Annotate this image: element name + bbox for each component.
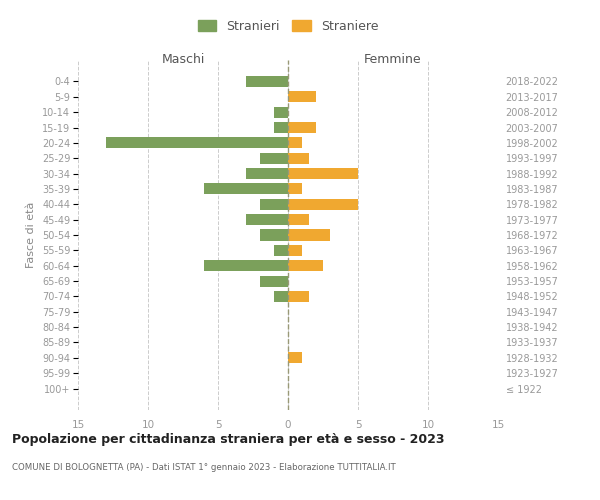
- Bar: [274, 245, 288, 256]
- Bar: [246, 76, 288, 87]
- Bar: [288, 352, 302, 364]
- Y-axis label: Fasce di età: Fasce di età: [26, 202, 37, 268]
- Bar: [204, 260, 288, 271]
- Text: Femmine: Femmine: [364, 53, 422, 66]
- Legend: Stranieri, Straniere: Stranieri, Straniere: [194, 16, 382, 37]
- Bar: [288, 230, 330, 240]
- Bar: [288, 214, 309, 225]
- Bar: [288, 199, 358, 210]
- Bar: [288, 291, 309, 302]
- Bar: [260, 230, 288, 240]
- Bar: [274, 122, 288, 133]
- Text: Popolazione per cittadinanza straniera per età e sesso - 2023: Popolazione per cittadinanza straniera p…: [12, 432, 445, 446]
- Bar: [260, 199, 288, 210]
- Bar: [288, 184, 302, 194]
- Bar: [260, 152, 288, 164]
- Bar: [204, 184, 288, 194]
- Bar: [288, 122, 316, 133]
- Bar: [246, 168, 288, 179]
- Bar: [288, 138, 302, 148]
- Bar: [246, 214, 288, 225]
- Bar: [274, 291, 288, 302]
- Bar: [274, 106, 288, 118]
- Bar: [288, 152, 309, 164]
- Bar: [288, 92, 316, 102]
- Bar: [288, 168, 358, 179]
- Bar: [106, 138, 288, 148]
- Bar: [288, 260, 323, 271]
- Bar: [260, 276, 288, 286]
- Text: Maschi: Maschi: [161, 53, 205, 66]
- Text: COMUNE DI BOLOGNETTA (PA) - Dati ISTAT 1° gennaio 2023 - Elaborazione TUTTITALIA: COMUNE DI BOLOGNETTA (PA) - Dati ISTAT 1…: [12, 463, 396, 472]
- Bar: [288, 245, 302, 256]
